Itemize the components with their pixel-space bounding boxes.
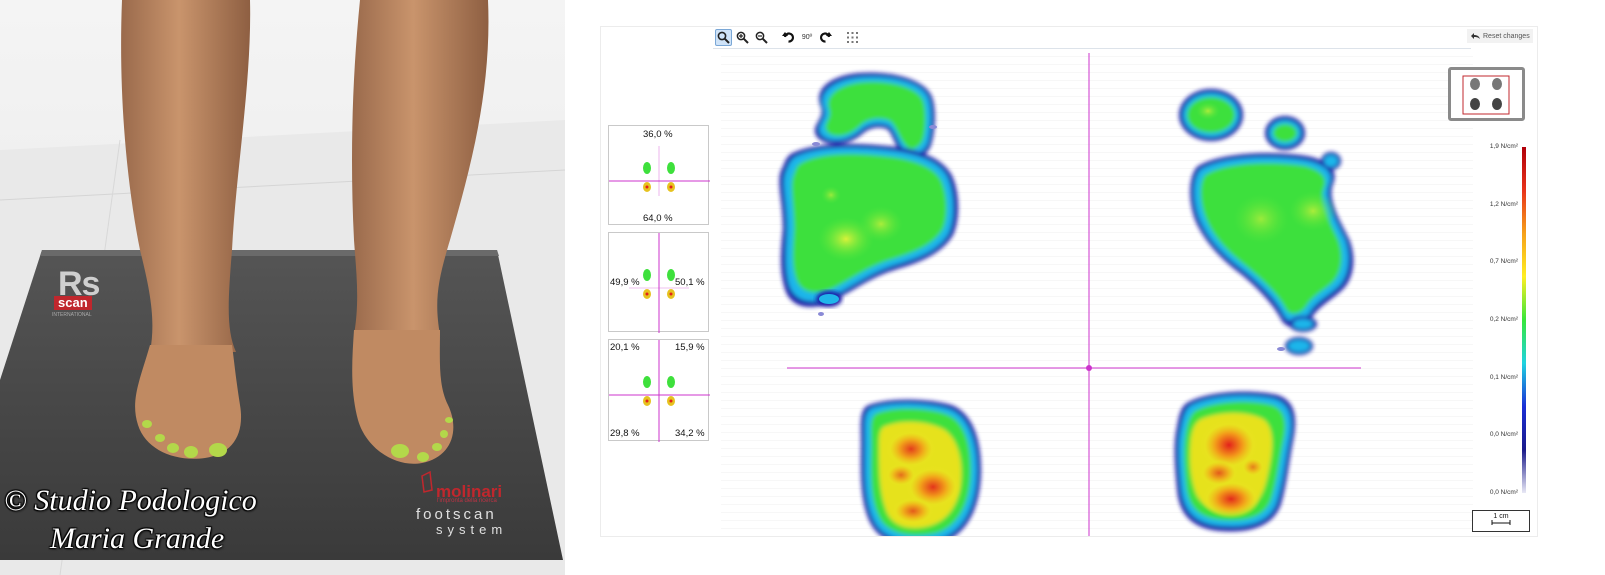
scale-bar-1cm: 1 cm — [1472, 510, 1530, 532]
axis-center-handle[interactable] — [1086, 365, 1092, 371]
scale-label: 0,7 N/cm² — [1489, 258, 1518, 266]
color-scale-bar — [1522, 147, 1526, 493]
scale-label: 0,0 N/cm² — [1489, 431, 1518, 439]
right-forefoot-percentage: 15,9 % — [675, 342, 705, 353]
reset-changes-label: Reset changes — [1483, 32, 1530, 40]
left-forefoot-pressure — [779, 72, 959, 316]
zoom-in-icon[interactable] — [734, 29, 751, 46]
molinari-logo-icon — [421, 470, 433, 493]
scale-bar-label: 1 cm — [1493, 513, 1509, 520]
scale-label: 1,9 N/cm² — [1489, 143, 1518, 150]
stat-box-left-right-diagram — [629, 233, 689, 333]
right-rearfoot-percentage: 34,2 % — [675, 428, 705, 439]
rotation-angle: 90º — [801, 34, 813, 41]
watermark-credit-line-2: Maria Grande — [50, 522, 225, 555]
system-label: system — [436, 522, 508, 537]
scale-label: 0,1 N/cm² — [1489, 373, 1518, 381]
right-foot — [352, 330, 454, 464]
overview-footprints-icon — [1462, 75, 1510, 115]
stat-box-front-back-diagram — [609, 146, 710, 196]
scale-label: 0,2 N/cm² — [1489, 316, 1518, 323]
photo-illustration — [0, 0, 565, 575]
stat-box-left-right: 49,9 % 50,1 % — [608, 232, 709, 333]
pressure-canvas[interactable] — [721, 49, 1473, 536]
undo-arrow-icon — [1471, 33, 1480, 39]
right-foot-percentage: 50,1 % — [675, 277, 705, 288]
right-forefoot-pressure — [1179, 89, 1354, 355]
zoom-select-icon[interactable] — [715, 29, 732, 46]
footscan-label: footscan — [416, 506, 497, 523]
rotate-right-icon[interactable] — [817, 29, 834, 46]
right-leg — [352, 0, 489, 335]
rearfoot-percentage: 64,0 % — [643, 213, 673, 224]
pressure-color-scale: 1,9 N/cm² 1,2 N/cm² 0,7 N/cm² 0,2 N/cm² 0,1 … — [1443, 143, 1533, 503]
left-foot — [135, 345, 242, 459]
molinari-logo: molinari — [436, 482, 503, 501]
left-forefoot-percentage: 20,1 % — [610, 342, 640, 353]
reset-changes-button[interactable]: Reset changes — [1467, 29, 1533, 43]
rotate-left-icon[interactable] — [780, 29, 797, 46]
overview-thumbnail[interactable] — [1448, 67, 1525, 121]
pressure-heatmap — [779, 53, 1361, 536]
scale-bar-ruler-icon — [1491, 520, 1511, 525]
scale-label: 0,0 N/cm² — [1489, 489, 1518, 496]
toenails — [142, 417, 453, 462]
stat-box-quadrants-diagram — [609, 340, 710, 442]
left-rearfoot-percentage: 29,8 % — [610, 428, 640, 439]
rs-scan-logo-scan: scan — [54, 296, 92, 310]
forefoot-percentage: 36,0 % — [643, 129, 673, 140]
stat-box-quadrants: 20,1 % 15,9 % 29,8 % 34,2 % — [608, 339, 710, 442]
toolbar: 90º — [713, 27, 1471, 49]
grid-icon[interactable] — [844, 29, 861, 46]
right-heel-pressure — [1174, 391, 1296, 532]
scale-label: 1,2 N/cm² — [1489, 200, 1518, 208]
photo-footscan-mat: Rs scan INTERNATIONAL molinari l'impront… — [0, 0, 565, 575]
stat-box-front-back: 36,0 % 64,0 % — [608, 125, 710, 225]
left-leg — [121, 0, 251, 352]
watermark-credit-line-1: © Studio Podologico — [4, 484, 257, 517]
left-heel-pressure — [860, 399, 981, 536]
left-foot-percentage: 49,9 % — [610, 277, 640, 288]
molinari-tagline: l'impronta della ricerca — [437, 498, 497, 504]
footscan-software-panel: 90º Reset changes 36,0 % 64,0 % — [600, 26, 1538, 537]
rs-scan-logo-international: INTERNATIONAL — [52, 312, 92, 318]
zoom-out-icon[interactable] — [753, 29, 770, 46]
